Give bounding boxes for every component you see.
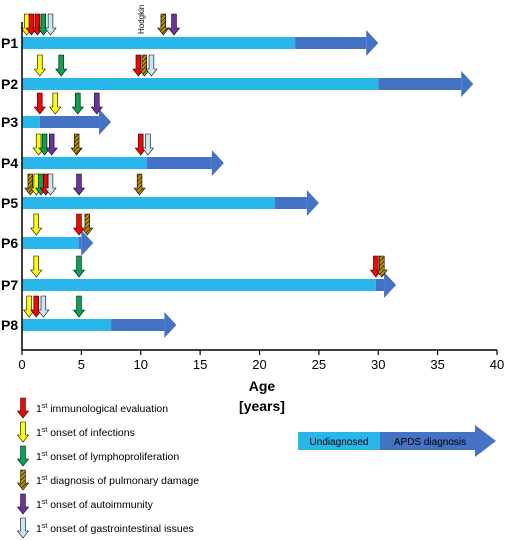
legend-label-infections: 1st onset of infections [36, 427, 135, 439]
diagnosis-bar-p3 [39, 116, 100, 128]
gastrointestinal-arrow-p8 [37, 295, 50, 318]
bar-arrowhead-p6 [81, 230, 94, 256]
autoimmunity-arrow-p5 [72, 173, 86, 196]
legend: 1st immunological evaluation 1st onset of… [16, 397, 199, 539]
lymphoproliferation-arrow-p8 [72, 295, 86, 318]
diagnosis-bar-p1 [295, 37, 367, 49]
x-tick-label-0: 0 [18, 357, 25, 372]
bar-arrowhead-p5 [306, 190, 319, 216]
bar-arrowhead-p7 [384, 272, 397, 298]
annotations: Hodgkin [137, 5, 146, 34]
undiagnosed-bar-p5 [22, 197, 275, 209]
immunological-evaluation-legend-icon [16, 397, 30, 419]
infections-arrow-p6 [30, 213, 43, 236]
undiagnosed-bar-p4 [22, 157, 147, 169]
diagnosis-bar-p7 [375, 279, 385, 291]
bar-arrowhead-p2 [461, 71, 474, 97]
diagnosis-bar-p2 [378, 78, 462, 90]
immunological-evaluation-arrow-p3 [33, 92, 46, 115]
lymphoproliferation-arrow-p2 [55, 54, 68, 77]
immunological-evaluation-arrow-p4 [134, 133, 147, 156]
undiagnosed-bar-p1 [22, 37, 296, 49]
x-tick-label-10: 10 [134, 357, 148, 372]
undiagnosed-legend-label: Undiagnosed [310, 437, 369, 448]
bar-arrowhead-p1 [366, 30, 379, 56]
autoimmunity-arrow-p3 [90, 92, 103, 115]
patient-bars [22, 30, 474, 338]
gastrointestinal-arrow-p4 [141, 133, 154, 156]
event-arrows [20, 13, 388, 318]
pulmonary-damage-arrow-p7 [375, 255, 388, 278]
phase-legend: Undiagnosed APDS diagnosis [298, 425, 496, 457]
undiagnosed-bar-p2 [22, 78, 379, 90]
bar-arrowhead-p3 [99, 109, 112, 135]
gastrointestinal-arrow-p1 [44, 13, 57, 36]
infections-arrow-p8 [23, 295, 36, 318]
gastrointestinal-arrow-p2 [145, 54, 158, 77]
undiagnosed-bar-p7 [22, 279, 376, 291]
immunological-evaluation-arrow-p8 [30, 295, 43, 318]
x-axis-unit: [years] [239, 398, 285, 414]
diagnosis-legend-label: APDS diagnosis [394, 437, 466, 448]
diagnosis-bar-p8 [111, 319, 165, 331]
diagnosis-bar-p5 [274, 197, 307, 209]
pulmonary-damage-arrow-p4 [70, 133, 83, 156]
infections-arrow-p3 [49, 92, 62, 115]
autoimmunity-legend-icon [16, 493, 30, 515]
undiagnosed-bar-p6 [22, 237, 79, 249]
infections-arrow-p7 [30, 255, 43, 278]
x-tick-label-35: 35 [430, 357, 444, 372]
patient-label-p4: P4 [1, 155, 18, 171]
diagnosis-bar-p4 [146, 157, 212, 169]
legend-label-gastrointestinal: 1st onset of gastrointestinal issues [36, 523, 194, 535]
patient-label-p8: P8 [1, 317, 18, 333]
undiagnosed-bar-p8 [22, 319, 112, 331]
pulmonary-damage-arrow-p6 [81, 213, 94, 236]
lymphoproliferation-arrow-p7 [72, 255, 86, 278]
patient-label-p2: P2 [1, 76, 18, 92]
hodgkin-annotation: Hodgkin [137, 5, 146, 34]
patient-label-p6: P6 [1, 235, 18, 251]
x-tick-label-20: 20 [252, 357, 266, 372]
pulmonary-damage-legend-icon [16, 469, 30, 491]
x-axis-title: Age [249, 378, 276, 394]
autoimmunity-arrow-p4 [45, 133, 58, 156]
gastrointestinal-arrow-p5 [44, 173, 57, 196]
x-tick-label-25: 25 [312, 357, 326, 372]
gastrointestinal-legend-icon [16, 517, 30, 539]
patient-label-p7: P7 [1, 277, 18, 293]
lymphoproliferation-legend-icon [16, 445, 30, 467]
x-tick-label-15: 15 [193, 357, 207, 372]
patient-label-p5: P5 [1, 195, 18, 211]
legend-label-pulmonary-damage: 1st diagnosis of pulmonary damage [36, 475, 199, 487]
pulmonary-damage-arrow-p5 [133, 173, 146, 196]
patient-label-p1: P1 [1, 35, 18, 51]
undiagnosed-bar-p3 [22, 116, 40, 128]
infections-arrow-p2 [33, 54, 46, 77]
bar-arrowhead-p8 [164, 312, 177, 338]
patient-labels: P1 P2 P3 P4 P5 P6 P7 P8 [1, 35, 18, 333]
bar-arrowhead-p4 [211, 150, 224, 176]
legend-label-autoimmunity: 1st onset of autoimmunity [36, 499, 154, 511]
undiagnosed-legend-swatch [298, 432, 380, 450]
x-axis: 0 5 10 15 20 25 30 35 40 Age [years] [18, 22, 504, 414]
x-tick-label-5: 5 [78, 357, 85, 372]
autoimmunity-arrow-p1 [167, 13, 181, 36]
patient-label-p3: P3 [1, 114, 18, 130]
x-tick-label-40: 40 [490, 357, 504, 372]
diagnosis-legend-swatch [380, 432, 475, 450]
legend-label-lymphoproliferation: 1st onset of lymphoproliferation [36, 451, 179, 463]
legend-label-immunological-evaluation: 1st immunological evaluation [36, 403, 168, 415]
lymphoproliferation-arrow-p3 [71, 92, 84, 115]
diagnosis-bar-p6 [79, 237, 82, 249]
immunological-evaluation-arrow-p6 [72, 213, 86, 236]
infections-legend-icon [16, 421, 30, 443]
phase-legend-arrowhead [475, 425, 496, 457]
x-tick-label-30: 30 [371, 357, 385, 372]
pulmonary-damage-arrow-p1 [157, 13, 170, 36]
